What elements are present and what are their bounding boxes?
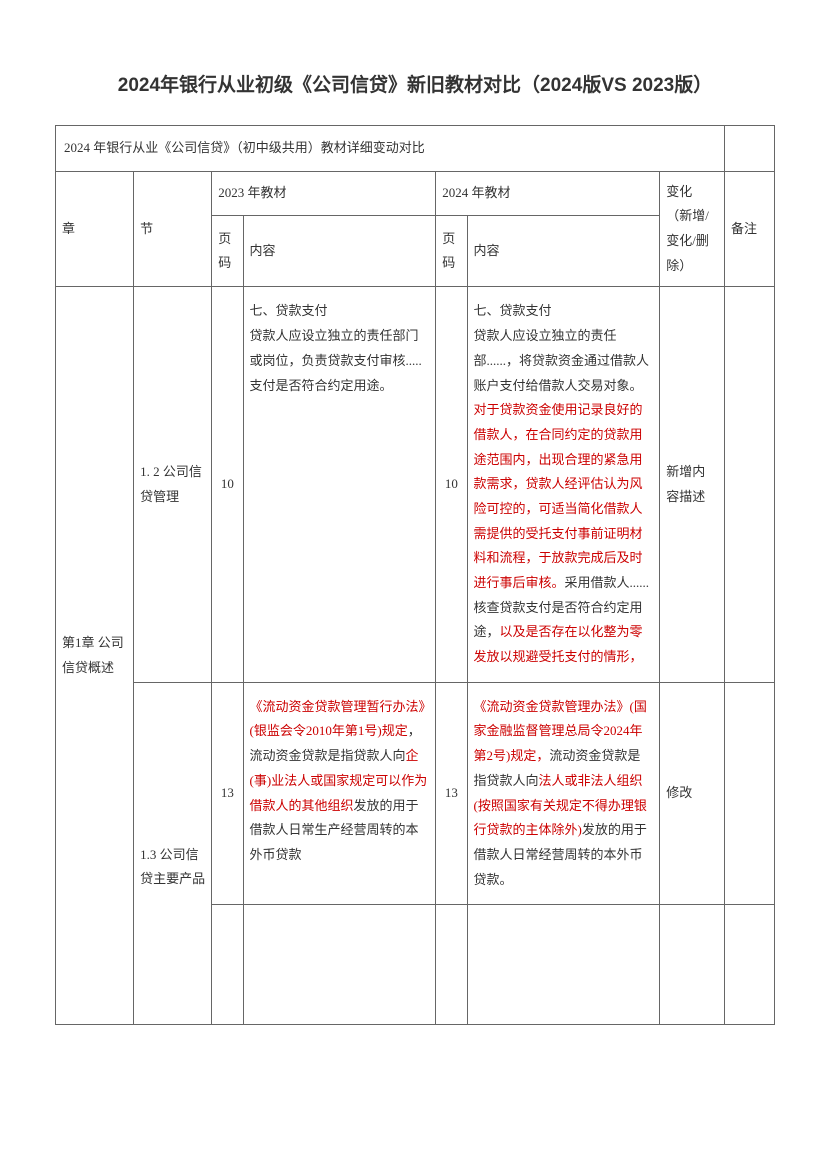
cell-note <box>724 682 774 905</box>
text-highlight: 以及是否存在以化整为零发放以规避受托支付的情形， <box>474 624 643 664</box>
table-row: 第1章 公司信贷概述 1. 2 公司信贷管理 10 七、贷款支付 贷款人应设立独… <box>56 287 775 682</box>
header-page-2024: 页码 <box>436 216 467 287</box>
header-2024: 2024 年教材 <box>436 171 660 216</box>
table-header-row: 章 节 2023 年教材 2024 年教材 变化（新增/变化/删除） 备注 <box>56 171 775 216</box>
cell-empty <box>436 905 467 1025</box>
cell-page-2024: 13 <box>436 682 467 905</box>
table-header-row: 2024 年银行从业《公司信贷》（初中级共用）教材详细变动对比 <box>56 126 775 172</box>
header-page-2023: 页码 <box>212 216 243 287</box>
header-note: 备注 <box>724 171 774 287</box>
header-chapter: 章 <box>56 171 134 287</box>
text: 七、贷款支付 <box>250 303 328 318</box>
page-title: 2024年银行从业初级《公司信贷》新旧教材对比（2024版VS 2023版） <box>55 70 775 97</box>
cell-section: 1.3 公司信贷主要产品 <box>134 682 212 1025</box>
text-highlight: 《流动资金贷款管理暂行办法》(银监会令2010年第1号)规定 <box>250 699 426 739</box>
cell-empty <box>467 905 660 1025</box>
header-section: 节 <box>134 171 212 287</box>
cell-content-2024: 《流动资金贷款管理办法》(国家金融监督管理总局令2024年第2号)规定，流动资金… <box>467 682 660 905</box>
cell-content-2023: 《流动资金贷款管理暂行办法》(银监会令2010年第1号)规定，流动资金贷款是指贷… <box>243 682 436 905</box>
header-merged-top: 2024 年银行从业《公司信贷》（初中级共用）教材详细变动对比 <box>56 126 725 172</box>
header-change: 变化（新增/变化/删除） <box>660 171 725 287</box>
cell-empty <box>212 905 243 1025</box>
table-row: 1.3 公司信贷主要产品 13 《流动资金贷款管理暂行办法》(银监会令2010年… <box>56 682 775 905</box>
cell-empty <box>660 905 725 1025</box>
cell-content-2023: 七、贷款支付 贷款人应设立独立的责任部门或岗位，负责贷款支付审核.....支付是… <box>243 287 436 682</box>
cell-section: 1. 2 公司信贷管理 <box>134 287 212 682</box>
header-content-2023: 内容 <box>243 216 436 287</box>
cell-empty <box>243 905 436 1025</box>
cell-empty <box>724 905 774 1025</box>
text: 贷款人应设立独立的责任部门或岗位，负责贷款支付审核.....支付是否符合约定用途… <box>250 328 422 392</box>
cell-page-2023: 10 <box>212 287 243 682</box>
cell-chapter: 第1章 公司信贷概述 <box>56 287 134 1025</box>
text: 七、贷款支付 <box>474 303 552 318</box>
header-content-2024: 内容 <box>467 216 660 287</box>
header-empty-right <box>724 126 774 172</box>
text: 贷款人应设立独立的责任部......，将贷款资金通过借款人账户支付给借款人交易对… <box>474 328 650 392</box>
cell-content-2024: 七、贷款支付 贷款人应设立独立的责任部......，将贷款资金通过借款人账户支付… <box>467 287 660 682</box>
cell-page-2024: 10 <box>436 287 467 682</box>
cell-note <box>724 287 774 682</box>
header-2023: 2023 年教材 <box>212 171 436 216</box>
comparison-table: 2024 年银行从业《公司信贷》（初中级共用）教材详细变动对比 章 节 2023… <box>55 125 775 1025</box>
text-highlight: 对于贷款资金使用记录良好的借款人，在合同约定的贷款用途范围内，出现合理的紧急用款… <box>474 402 643 590</box>
cell-page-2023: 13 <box>212 682 243 905</box>
cell-change: 修改 <box>660 682 725 905</box>
cell-change: 新增内容描述 <box>660 287 725 682</box>
